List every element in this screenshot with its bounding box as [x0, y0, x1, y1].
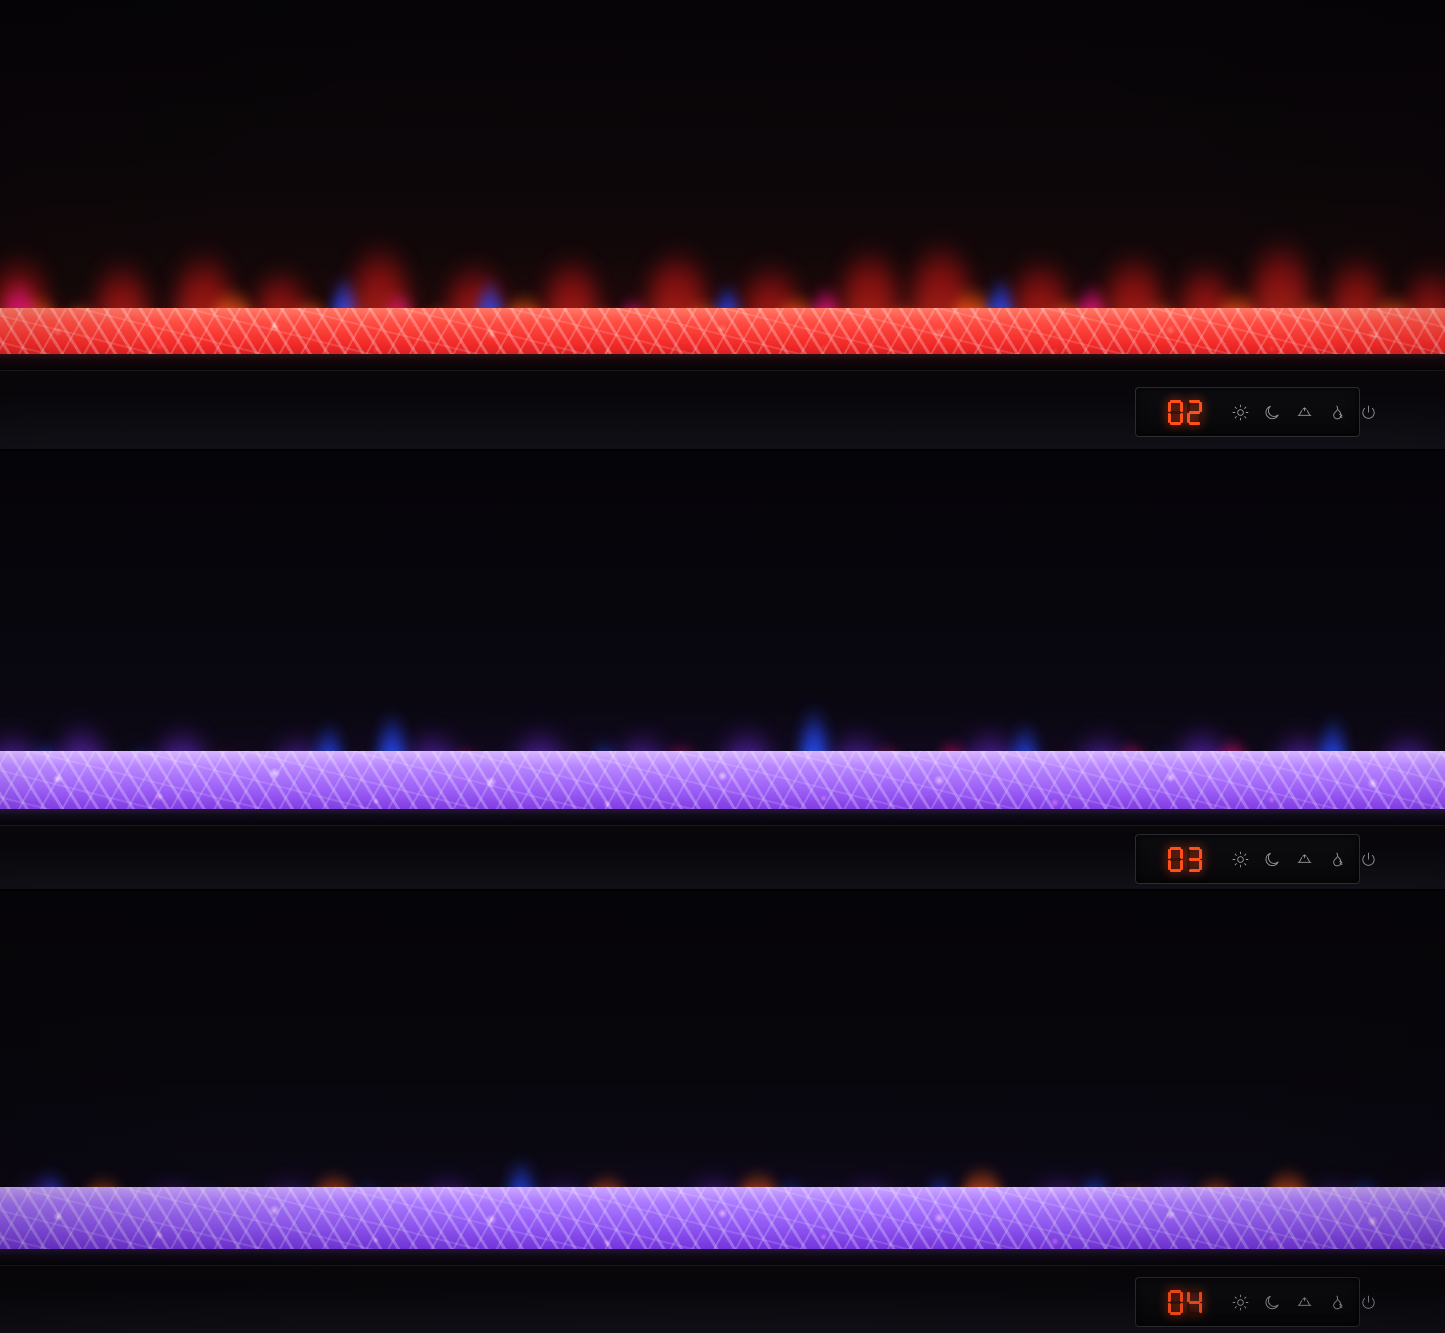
- heater-icon[interactable]: [1296, 851, 1313, 868]
- led-mode-display-2: [1168, 846, 1202, 872]
- sun-icon[interactable]: [1232, 1294, 1249, 1311]
- power-icon[interactable]: [1360, 404, 1377, 421]
- touch-button-row-2: [1232, 851, 1377, 868]
- sun-icon[interactable]: [1232, 851, 1249, 868]
- led-mode-display-3: [1168, 1289, 1202, 1315]
- firebox-cavity-1: [0, 0, 1445, 370]
- hearth-strip-2: [0, 809, 1445, 825]
- moon-icon[interactable]: [1264, 851, 1281, 868]
- firebox-cavity-2: [0, 450, 1445, 825]
- moon-icon[interactable]: [1264, 1294, 1281, 1311]
- hearth-strip-1: [0, 354, 1445, 370]
- flame-icon[interactable]: [1328, 851, 1345, 868]
- sun-icon[interactable]: [1232, 404, 1249, 421]
- led-digit-tens-3: [1168, 1289, 1183, 1315]
- touch-button-row-1: [1232, 404, 1377, 421]
- fascia-1: [0, 370, 1445, 450]
- fireplace-unit-3: [0, 890, 1445, 1333]
- unit-seam-2: [0, 889, 1445, 891]
- fascia-hairline-2: [0, 825, 1445, 826]
- hearth-strip-3: [0, 1249, 1445, 1265]
- moon-icon[interactable]: [1264, 404, 1281, 421]
- heater-icon[interactable]: [1296, 404, 1313, 421]
- fireplace-unit-2: [0, 450, 1445, 890]
- led-digit-tens-2: [1168, 846, 1183, 872]
- led-digit-ones-2: [1187, 846, 1202, 872]
- heater-icon[interactable]: [1296, 1294, 1313, 1311]
- led-digit-tens-1: [1168, 399, 1183, 425]
- fascia-3: [0, 1265, 1445, 1333]
- unit-seam-1: [0, 449, 1445, 451]
- firebox-cavity-3: [0, 890, 1445, 1265]
- led-digit-ones-3: [1187, 1289, 1202, 1315]
- led-mode-display-1: [1168, 399, 1202, 425]
- fireplace-unit-1: [0, 0, 1445, 450]
- touch-button-row-3: [1232, 1294, 1377, 1311]
- power-icon[interactable]: [1360, 1294, 1377, 1311]
- control-panel-3[interactable]: [1135, 1277, 1375, 1327]
- flame-icon[interactable]: [1328, 404, 1345, 421]
- flame-icon[interactable]: [1328, 1294, 1345, 1311]
- fascia-hairline-3: [0, 1265, 1445, 1266]
- power-icon[interactable]: [1360, 851, 1377, 868]
- fascia-hairline-1: [0, 370, 1445, 371]
- control-panel-2[interactable]: [1135, 834, 1375, 884]
- led-digit-ones-1: [1187, 399, 1202, 425]
- fascia-2: [0, 825, 1445, 890]
- control-panel-1[interactable]: [1135, 387, 1375, 437]
